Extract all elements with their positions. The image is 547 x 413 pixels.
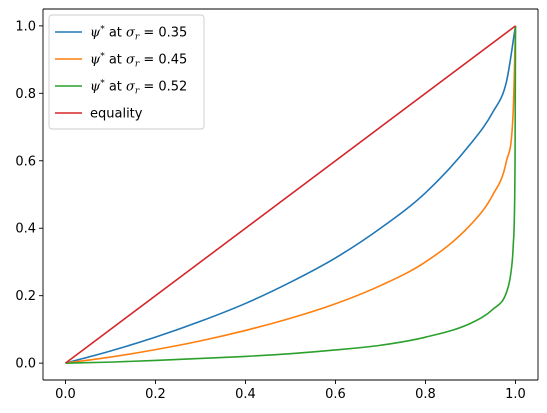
y-tick-label: 0.8 bbox=[15, 87, 36, 102]
legend: ψ* at σr = 0.35 ψ* at σr = 0.45 ψ* at σr =… bbox=[48, 14, 205, 130]
x-tick-label: 0.0 bbox=[55, 387, 76, 402]
legend-box bbox=[48, 14, 205, 130]
legend-entry: ψ* at σr = 0.52 bbox=[55, 79, 187, 97]
legend-entry: equality bbox=[55, 107, 143, 122]
legend-label: ψ* at σr = 0.45 bbox=[90, 52, 187, 70]
y-tick-label: 0.2 bbox=[15, 289, 36, 304]
series-line-2 bbox=[65, 25, 517, 364]
legend-label: ψ* at σr = 0.35 bbox=[90, 25, 187, 43]
y-tick-label: 0.6 bbox=[15, 154, 36, 169]
series-layer bbox=[65, 25, 517, 364]
series-line-0 bbox=[65, 25, 517, 364]
x-tick-label: 0.2 bbox=[145, 387, 166, 402]
x-tick-label: 0.6 bbox=[325, 387, 346, 402]
axes-layer: 0.0 0.2 0.4 0.6 0.8 1.0 0.0 0.2 0.4 0.6 0.8 1.0 bbox=[15, 8, 539, 402]
y-tick-label: 0.0 bbox=[15, 357, 36, 372]
series-line-1 bbox=[65, 25, 517, 364]
legend-label: ψ* at σr = 0.52 bbox=[90, 79, 187, 97]
legend-entry: ψ* at σr = 0.35 bbox=[55, 25, 187, 43]
y-tick-label: 1.0 bbox=[15, 19, 36, 34]
x-tick-label: 1.0 bbox=[505, 387, 526, 402]
series-line-3 bbox=[65, 25, 516, 364]
legend-entry: ψ* at σr = 0.45 bbox=[55, 52, 187, 70]
x-tick-label: 0.8 bbox=[415, 387, 436, 402]
y-tick-label: 0.4 bbox=[15, 222, 36, 237]
legend-label: equality bbox=[90, 107, 143, 122]
x-tick-label: 0.4 bbox=[235, 387, 256, 402]
